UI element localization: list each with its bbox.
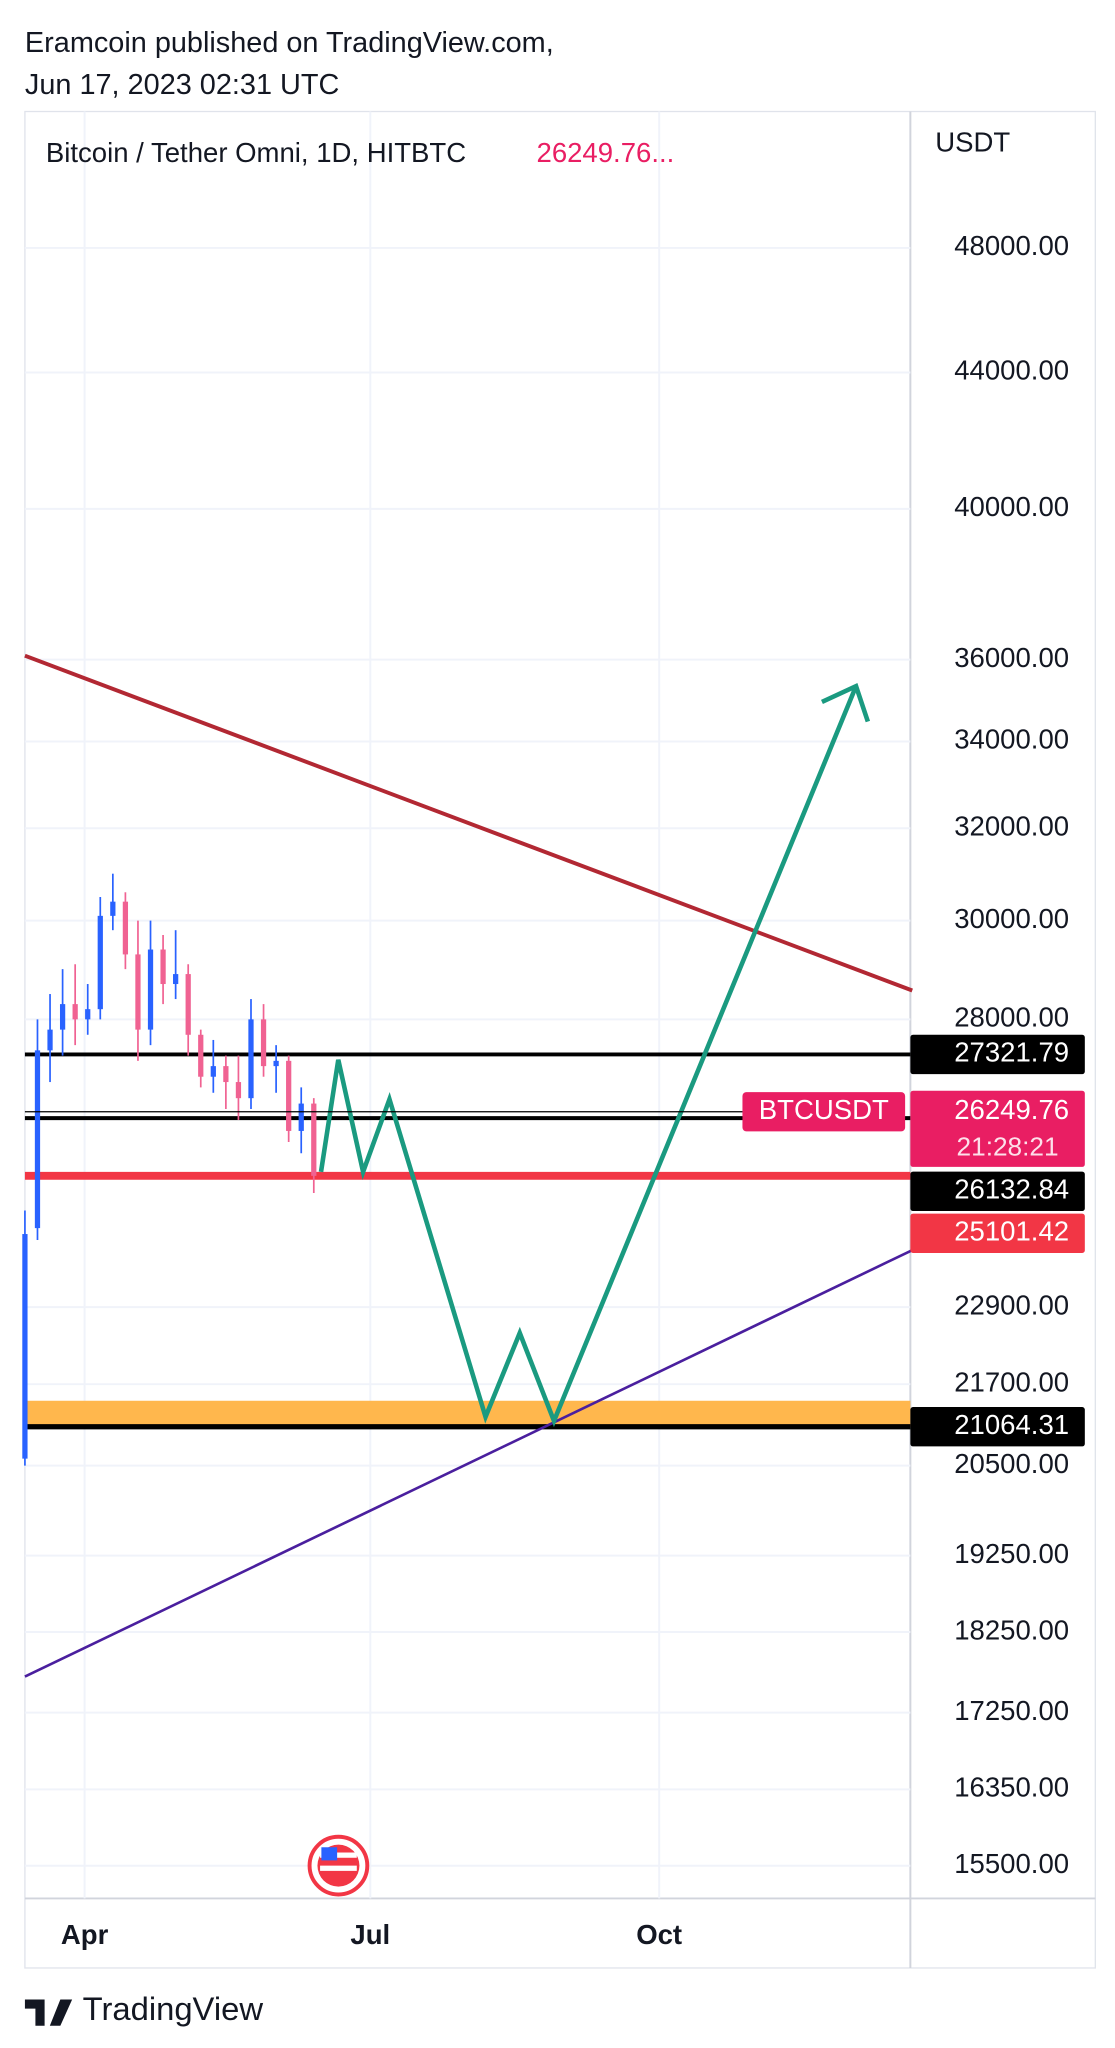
- candle-body: [185, 974, 191, 1035]
- candle-body: [59, 1004, 66, 1030]
- candle-body: [311, 1103, 317, 1176]
- candle-body: [210, 1066, 216, 1077]
- y-tick-label: 48000.00: [954, 230, 1069, 261]
- chart-frame: [24, 110, 1096, 1969]
- candle-body: [122, 901, 129, 955]
- y-tick-label: 15500.00: [954, 1848, 1069, 1879]
- grid: [24, 111, 911, 1899]
- candle-body: [260, 1019, 267, 1067]
- y-tick-label: 30000.00: [954, 903, 1069, 934]
- level-label-box: [910, 1171, 1085, 1211]
- symbol-label-box: [742, 1092, 906, 1132]
- brand: TradingView: [83, 1990, 264, 2027]
- y-tick-label: 18250.00: [954, 1614, 1069, 1645]
- candle-body: [97, 915, 103, 1010]
- candle-body: [47, 1029, 53, 1051]
- y-tick-label: 16350.00: [954, 1772, 1069, 1803]
- zone: [24, 1400, 911, 1427]
- candle-body: [135, 954, 141, 1030]
- flag-icon: [307, 1834, 370, 1897]
- candle-body: [223, 1066, 229, 1083]
- y-axis-unit: USDT: [935, 127, 1010, 158]
- y-tick-label: 21700.00: [954, 1366, 1069, 1397]
- axes: 48000.00 44000.00 40000.00 36000.00 34000.00…: [61, 230, 1085, 1950]
- y-tick-label: 28000.00: [954, 1002, 1069, 1033]
- symbol-label: BTCUSDT: [759, 1094, 889, 1125]
- candle-body: [72, 1004, 78, 1020]
- date-line: Jun 17, 2023 02:31 UTC: [25, 69, 339, 101]
- countdown: 21:28:21: [957, 1131, 1059, 1161]
- candle-body: [85, 1009, 91, 1020]
- candle-body: [198, 1034, 204, 1077]
- level-label: 21064.31: [954, 1409, 1069, 1440]
- candle-body: [147, 949, 154, 1030]
- plot: [22, 653, 913, 1678]
- y-tick-label: 34000.00: [954, 724, 1069, 755]
- chart-title: Bitcoin / Tether Omni, 1D, HITBTC: [46, 137, 466, 168]
- candle-body: [248, 1019, 254, 1099]
- candle-body: [286, 1060, 292, 1131]
- level-label: 27321.79: [954, 1037, 1069, 1068]
- x-tick-label: Oct: [636, 1919, 682, 1950]
- projection-arrowhead: [820, 682, 871, 723]
- projection-path: [318, 685, 859, 1428]
- y-tick-label: 17250.00: [954, 1695, 1069, 1726]
- last-price-legend: 26249.76...: [537, 137, 675, 168]
- level-label-box: [910, 1034, 1085, 1075]
- y-tick-label: 22900.00: [954, 1289, 1069, 1320]
- trendline: [24, 1248, 913, 1678]
- last-price-box: [910, 1090, 1085, 1167]
- candle-body: [34, 1050, 41, 1229]
- candle-body: [235, 1082, 242, 1099]
- candle-body: [160, 949, 166, 985]
- y-tick-label: 19250.00: [954, 1538, 1069, 1569]
- level-label: 25101.42: [954, 1216, 1069, 1247]
- candle-body: [273, 1060, 279, 1067]
- trendline: [24, 653, 913, 993]
- level-label-box: [910, 1407, 1085, 1447]
- level-label: 26132.84: [954, 1174, 1069, 1205]
- y-tick-label: 20500.00: [954, 1448, 1069, 1479]
- y-tick-label: 40000.00: [954, 491, 1069, 522]
- candle-body: [22, 1234, 28, 1459]
- author-line: Eramcoin published on TradingView.com,: [25, 27, 554, 59]
- candle-body: [298, 1103, 304, 1131]
- x-tick-label: Apr: [61, 1919, 109, 1950]
- y-tick-label: 44000.00: [954, 355, 1069, 386]
- y-tick-label: 36000.00: [954, 642, 1069, 673]
- y-tick-label: 32000.00: [954, 811, 1069, 842]
- x-tick-label: Jul: [350, 1919, 390, 1950]
- last-price-label: 26249.76: [954, 1094, 1069, 1125]
- candle-body: [110, 901, 116, 916]
- tradingview-logo: [24, 1999, 73, 2026]
- level-label-box: [910, 1213, 1085, 1253]
- candle-body: [173, 974, 179, 985]
